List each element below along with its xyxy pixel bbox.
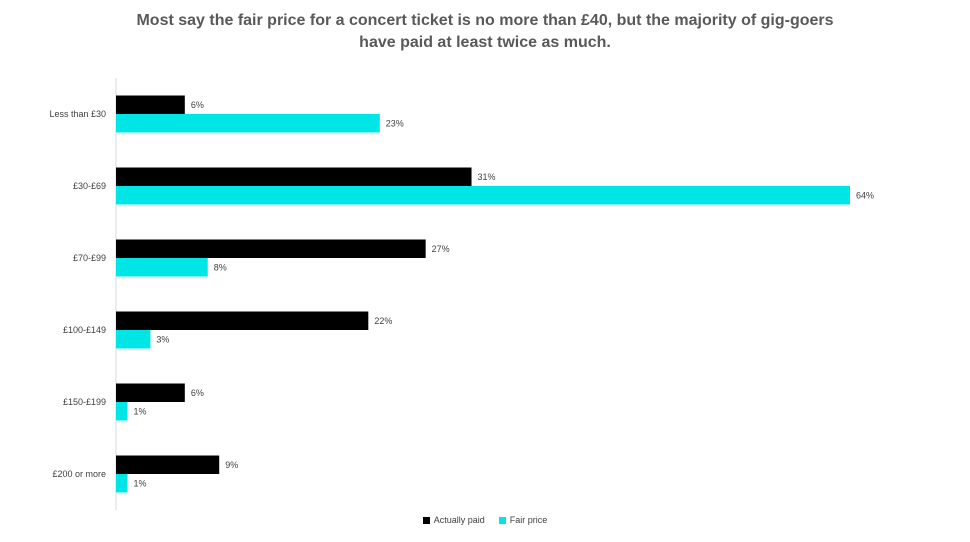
data-label-actually-paid-less-than-30: 6%: [191, 100, 204, 110]
category-label-200-or-more: £200 or more: [52, 469, 106, 479]
chart-title: Most say the fair price for a concert ti…: [136, 12, 834, 51]
data-label-fair-price-200-or-more: 1%: [133, 478, 146, 488]
bar-fair-price-30-69: [116, 186, 850, 205]
bar-fair-price-70-99: [116, 258, 208, 277]
bar-fair-price-less-than-30: [116, 114, 380, 133]
category-label-less-than-30: Less than £30: [49, 109, 106, 119]
data-label-actually-paid-200-or-more: 9%: [225, 460, 238, 470]
data-label-fair-price-less-than-30: 23%: [386, 118, 404, 128]
legend-label-fair-price: Fair price: [509, 515, 548, 525]
data-label-actually-paid-100-149: 22%: [374, 316, 392, 326]
data-label-fair-price-150-199: 1%: [133, 406, 146, 416]
data-label-fair-price-30-69: 64%: [856, 190, 874, 200]
legend: Actually paid Fair price: [0, 515, 970, 525]
bar-fair-price-150-199: [116, 402, 128, 421]
category-label-100-149: £100-£149: [63, 325, 106, 335]
bar-fair-price-100-149: [116, 330, 151, 349]
data-label-actually-paid-70-99: 27%: [432, 244, 450, 254]
category-label-150-199: £150-£199: [63, 397, 106, 407]
bar-fair-price-200-or-more: [116, 474, 128, 493]
data-label-fair-price-70-99: 8%: [214, 262, 227, 272]
bar-actually-paid-150-199: [116, 383, 185, 402]
data-label-actually-paid-30-69: 31%: [478, 172, 496, 182]
bar-actually-paid-200-or-more: [116, 455, 220, 474]
bar-actually-paid-less-than-30: [116, 95, 185, 114]
legend-label-actually-paid: Actually paid: [433, 515, 485, 525]
legend-swatch-fair-price: [498, 516, 506, 524]
legend-swatch-actually-paid: [422, 516, 430, 524]
category-label-70-99: £70-£99: [73, 253, 106, 263]
bar-actually-paid-70-99: [116, 239, 426, 258]
legend-item-actually-paid: Actually paid: [422, 515, 485, 525]
legend-item-fair-price: Fair price: [498, 515, 548, 525]
bar-actually-paid-30-69: [116, 167, 472, 186]
bar-actually-paid-100-149: [116, 311, 369, 330]
category-label-30-69: £30-£69: [73, 181, 106, 191]
data-label-actually-paid-150-199: 6%: [191, 388, 204, 398]
data-label-fair-price-100-149: 3%: [156, 334, 169, 344]
